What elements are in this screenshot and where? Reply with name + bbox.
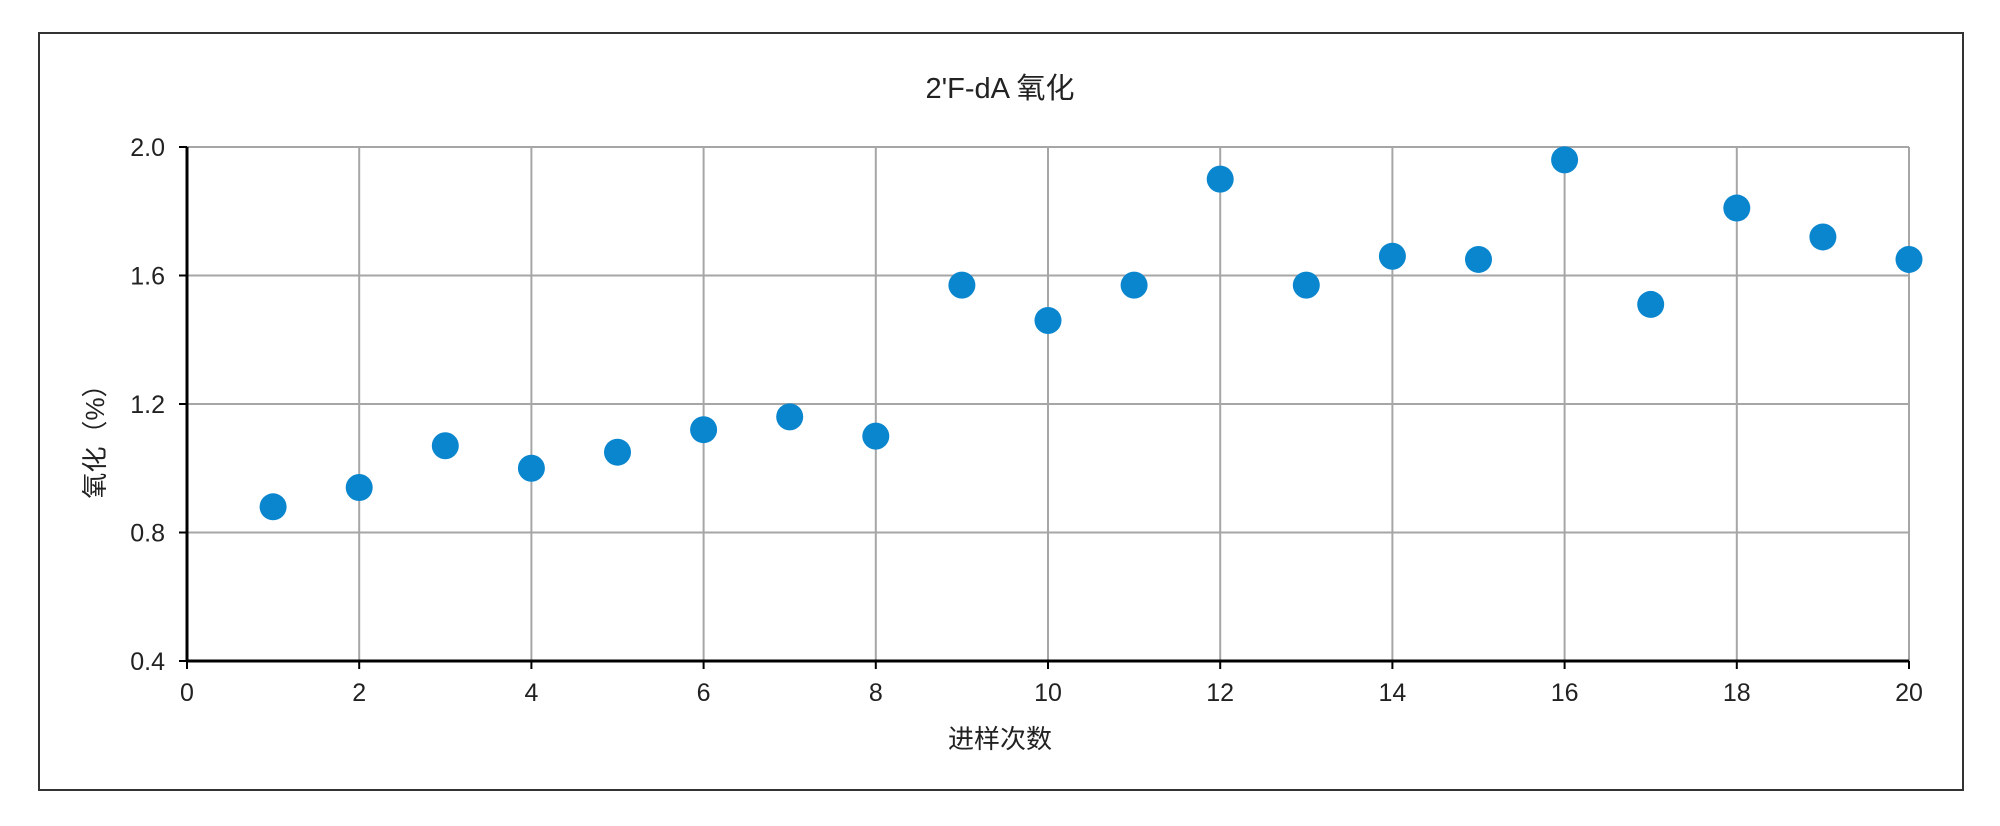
data-point xyxy=(1551,146,1579,174)
x-tick-label: 14 xyxy=(1378,679,1406,707)
x-tick-label: 12 xyxy=(1206,679,1234,707)
data-point xyxy=(1120,271,1148,299)
grid-lines xyxy=(187,146,1910,661)
y-tick-label: 0.4 xyxy=(130,648,165,676)
data-point xyxy=(1206,165,1234,193)
data-point xyxy=(259,493,287,521)
y-tick-label: 1.2 xyxy=(130,391,165,419)
y-tick-label: 1.6 xyxy=(130,263,165,291)
data-point xyxy=(517,454,545,482)
x-axis-title: 进样次数 xyxy=(948,724,1052,754)
data-point xyxy=(776,403,804,431)
x-tick-label: 18 xyxy=(1723,679,1751,707)
tick-labels: 0 2 4 6 8 10 12 14 16 18 20 0.4 0.8 1.2 1.6 2.0 xyxy=(130,134,1923,707)
axes xyxy=(179,146,1910,669)
data-point xyxy=(690,416,718,444)
y-tick-label: 0.8 xyxy=(130,520,165,548)
data-point xyxy=(1809,223,1837,251)
x-tick-label: 20 xyxy=(1895,679,1923,707)
y-tick-label: 2.0 xyxy=(130,134,165,162)
data-point xyxy=(1034,306,1062,334)
chart-title: 2'F-dA 氧化 xyxy=(926,72,1075,105)
x-tick-label: 10 xyxy=(1034,679,1062,707)
x-tick-label: 8 xyxy=(869,679,883,707)
data-point xyxy=(604,438,631,466)
x-tick-label: 4 xyxy=(524,679,538,707)
data-point xyxy=(948,271,976,299)
data-point xyxy=(1895,245,1923,273)
data-point xyxy=(862,422,890,450)
y-axis-title: 氧化（%） xyxy=(80,371,110,498)
data-point xyxy=(1292,271,1320,299)
data-point xyxy=(1378,242,1406,270)
data-point xyxy=(1637,290,1665,318)
data-point xyxy=(1723,194,1751,222)
data-point xyxy=(345,474,373,502)
x-tick-label: 6 xyxy=(697,679,711,707)
x-tick-label: 0 xyxy=(180,679,194,707)
x-tick-label: 2 xyxy=(352,679,366,707)
data-point xyxy=(1465,245,1492,273)
data-point xyxy=(431,432,459,460)
data-points xyxy=(259,146,1923,521)
x-tick-label: 16 xyxy=(1551,679,1579,707)
